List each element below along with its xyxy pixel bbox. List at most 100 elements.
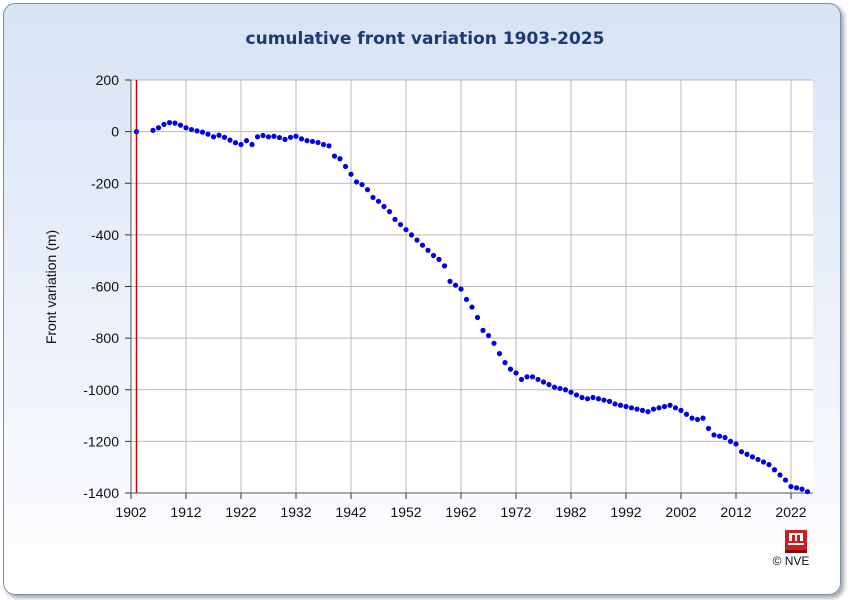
y-tick-label: 0 — [111, 124, 119, 140]
data-point — [425, 247, 431, 253]
data-point — [524, 374, 530, 380]
data-point — [573, 392, 580, 398]
data-point — [606, 398, 613, 404]
data-point — [216, 132, 222, 138]
copyright-text: © NVE — [773, 554, 810, 568]
x-tick-label: 2002 — [665, 504, 696, 520]
data-point — [694, 416, 701, 423]
data-point — [568, 389, 574, 395]
data-point — [546, 381, 552, 388]
data-point — [535, 376, 541, 383]
data-point — [249, 141, 255, 148]
x-tick-labels: 1902 1912 1922 1932 1942 1952 1962 1972 1982 1992… — [115, 504, 806, 520]
data-point — [540, 379, 547, 385]
data-point — [705, 425, 712, 432]
data-point — [617, 402, 624, 408]
y-tick-label: -200 — [91, 175, 119, 191]
data-point — [238, 141, 244, 148]
data-point — [595, 396, 602, 402]
data-point — [452, 282, 459, 288]
data-point — [700, 415, 706, 421]
data-point — [359, 181, 365, 188]
data-point — [513, 370, 519, 376]
data-point — [298, 136, 305, 142]
data-point — [150, 127, 156, 133]
data-point — [304, 138, 310, 144]
y-tick-labels: 200 0 -200 -400 -600 -800 -1000 -1200 -1400 — [83, 72, 119, 501]
data-point — [678, 407, 684, 413]
data-point — [788, 483, 794, 490]
data-point — [491, 340, 497, 346]
data-point — [634, 406, 640, 412]
data-point — [755, 456, 761, 463]
x-tick-label: 1962 — [445, 504, 476, 520]
x-tick-label: 1952 — [390, 504, 421, 520]
data-point — [441, 263, 448, 269]
data-points — [133, 119, 811, 495]
data-point — [771, 467, 778, 473]
x-tick-label: 1902 — [115, 504, 146, 520]
data-point — [804, 489, 811, 495]
data-point — [529, 374, 536, 380]
x-tick-label: 1912 — [170, 504, 201, 520]
data-point — [628, 405, 635, 411]
data-point — [782, 477, 789, 483]
data-point — [733, 441, 739, 447]
data-point — [474, 314, 481, 321]
data-point — [584, 396, 591, 402]
data-point — [590, 394, 596, 401]
data-point — [480, 327, 486, 333]
data-point — [309, 138, 316, 145]
x-tick-label: 1992 — [610, 504, 641, 520]
data-point — [199, 129, 206, 135]
data-point — [656, 405, 662, 411]
data-point — [650, 406, 657, 412]
data-point — [337, 156, 343, 162]
y-tick-label: -800 — [91, 330, 119, 346]
data-point — [777, 472, 783, 478]
data-point — [458, 286, 464, 292]
data-point — [430, 252, 437, 259]
data-point — [331, 153, 338, 159]
x-tick-label: 2012 — [720, 504, 751, 520]
data-point — [227, 137, 233, 143]
data-point — [166, 119, 173, 126]
y-tick-label: 200 — [96, 72, 120, 88]
data-point — [518, 376, 525, 383]
data-point — [799, 486, 805, 492]
data-point — [562, 387, 569, 393]
data-point — [364, 187, 371, 193]
x-tick-label: 1982 — [555, 504, 586, 520]
data-point — [727, 438, 734, 444]
data-point — [194, 128, 200, 134]
data-point — [502, 360, 508, 366]
data-point — [392, 216, 398, 222]
x-tick-label: 1942 — [335, 504, 366, 520]
y-tick-label: -1000 — [83, 382, 119, 398]
data-point — [722, 434, 728, 441]
data-point — [254, 134, 261, 140]
data-point — [232, 140, 239, 146]
x-tick-label: 1932 — [280, 504, 311, 520]
data-point — [738, 449, 745, 455]
data-point — [315, 139, 321, 146]
data-point — [133, 129, 140, 135]
data-point — [623, 403, 629, 410]
data-point — [749, 454, 756, 460]
data-point — [271, 133, 277, 139]
data-point — [320, 141, 327, 148]
data-point — [375, 198, 382, 204]
y-tick-label: -1400 — [83, 485, 119, 501]
data-point — [711, 432, 717, 438]
data-point — [386, 209, 393, 215]
data-point — [507, 366, 514, 372]
data-point — [667, 402, 673, 408]
axes — [125, 79, 813, 499]
data-point — [639, 407, 646, 413]
data-point — [447, 278, 453, 284]
data-point — [403, 227, 409, 233]
data-point — [419, 242, 426, 248]
nve-logo — [785, 530, 807, 553]
y-axis-title: Front variation (m) — [43, 230, 59, 344]
